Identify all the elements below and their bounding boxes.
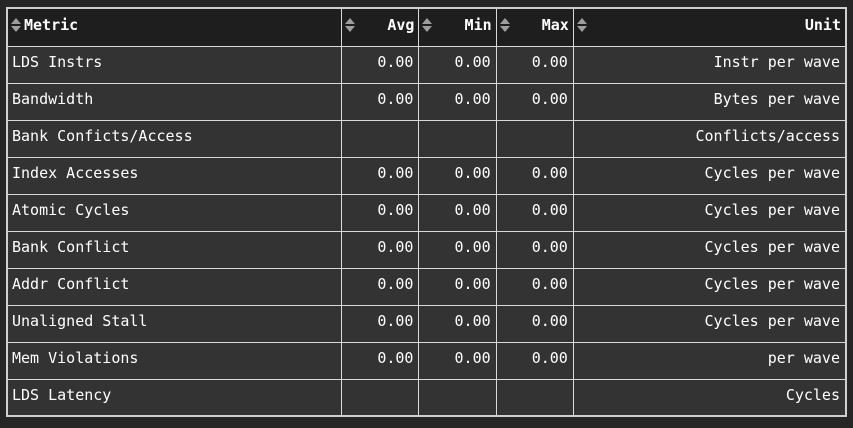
min-cell: 0.00 <box>418 156 497 195</box>
table-row: Unaligned Stall 0.00 0.00 0.00 Cycles pe… <box>6 304 847 343</box>
column-label-max: Max <box>541 16 569 34</box>
min-cell: 0.00 <box>418 193 497 232</box>
avg-cell: 0.00 <box>341 156 420 195</box>
avg-cell <box>341 378 420 417</box>
metric-cell: Index Accesses <box>6 156 343 195</box>
column-header-avg[interactable]: Avg <box>341 7 420 47</box>
min-cell <box>418 378 497 417</box>
table-row: Bandwidth 0.00 0.00 0.00 Bytes per wave <box>6 82 847 121</box>
avg-cell: 0.00 <box>341 267 420 306</box>
table-row: Addr Conflict 0.00 0.00 0.00 Cycles per … <box>6 267 847 306</box>
sort-arrows-icon <box>576 18 587 32</box>
column-header-max[interactable]: Max <box>495 7 574 47</box>
max-cell: 0.00 <box>495 267 574 306</box>
metric-cell: Atomic Cycles <box>6 193 343 232</box>
unit-cell: Conflicts/access <box>572 119 847 158</box>
min-cell: 0.00 <box>418 230 497 269</box>
sort-arrows-icon <box>499 18 510 32</box>
column-header-unit[interactable]: Unit <box>572 7 847 47</box>
unit-cell: Cycles per wave <box>572 193 847 232</box>
avg-cell: 0.00 <box>341 341 420 380</box>
avg-cell: 0.00 <box>341 45 420 84</box>
max-cell: 0.00 <box>495 156 574 195</box>
metric-cell: Bank Conflict <box>6 230 343 269</box>
table-row: LDS Instrs 0.00 0.00 0.00 Instr per wave <box>6 45 847 84</box>
max-cell: 0.00 <box>495 45 574 84</box>
unit-cell: Cycles per wave <box>572 156 847 195</box>
table-row: Bank Conflict 0.00 0.00 0.00 Cycles per … <box>6 230 847 269</box>
avg-cell: 0.00 <box>341 82 420 121</box>
max-cell: 0.00 <box>495 304 574 343</box>
column-label-metric: Metric <box>24 16 79 34</box>
sort-arrows-icon <box>422 18 433 32</box>
max-cell: 0.00 <box>495 230 574 269</box>
table-row: LDS Latency Cycles <box>6 378 847 417</box>
metric-cell: Unaligned Stall <box>6 304 343 343</box>
avg-cell <box>341 119 420 158</box>
metric-cell: Bandwidth <box>6 82 343 121</box>
column-label-avg: Avg <box>387 16 415 34</box>
table-row: Bank Conficts/Access Conflicts/access <box>6 119 847 158</box>
min-cell: 0.00 <box>418 304 497 343</box>
column-header-metric[interactable]: Metric <box>6 7 343 47</box>
metric-cell: LDS Instrs <box>6 45 343 84</box>
avg-cell: 0.00 <box>341 230 420 269</box>
unit-cell: Cycles per wave <box>572 267 847 306</box>
unit-cell: Bytes per wave <box>572 82 847 121</box>
column-label-unit: Unit <box>804 16 841 34</box>
metrics-table: Metric Avg Min Max <box>6 7 847 417</box>
sort-arrows-icon <box>345 18 356 32</box>
unit-cell: Instr per wave <box>572 45 847 84</box>
min-cell: 0.00 <box>418 45 497 84</box>
min-cell: 0.00 <box>418 82 497 121</box>
unit-cell: Cycles per wave <box>572 230 847 269</box>
max-cell: 0.00 <box>495 193 574 232</box>
metric-cell: Mem Violations <box>6 341 343 380</box>
unit-cell: Cycles <box>572 378 847 417</box>
header-row: Metric Avg Min Max <box>6 7 847 47</box>
unit-cell: Cycles per wave <box>572 304 847 343</box>
sort-arrows-icon <box>11 18 21 32</box>
column-label-min: Min <box>464 16 492 34</box>
max-cell <box>495 378 574 417</box>
max-cell <box>495 119 574 158</box>
max-cell: 0.00 <box>495 341 574 380</box>
column-header-min[interactable]: Min <box>418 7 497 47</box>
min-cell: 0.00 <box>418 267 497 306</box>
avg-cell: 0.00 <box>341 304 420 343</box>
table-row: Index Accesses 0.00 0.00 0.00 Cycles per… <box>6 156 847 195</box>
min-cell <box>418 119 497 158</box>
metric-cell: LDS Latency <box>6 378 343 417</box>
unit-cell: per wave <box>572 341 847 380</box>
metric-cell: Addr Conflict <box>6 267 343 306</box>
avg-cell: 0.00 <box>341 193 420 232</box>
metric-cell: Bank Conficts/Access <box>6 119 343 158</box>
table-row: Mem Violations 0.00 0.00 0.00 per wave <box>6 341 847 380</box>
max-cell: 0.00 <box>495 82 574 121</box>
table-row: Atomic Cycles 0.00 0.00 0.00 Cycles per … <box>6 193 847 232</box>
min-cell: 0.00 <box>418 341 497 380</box>
